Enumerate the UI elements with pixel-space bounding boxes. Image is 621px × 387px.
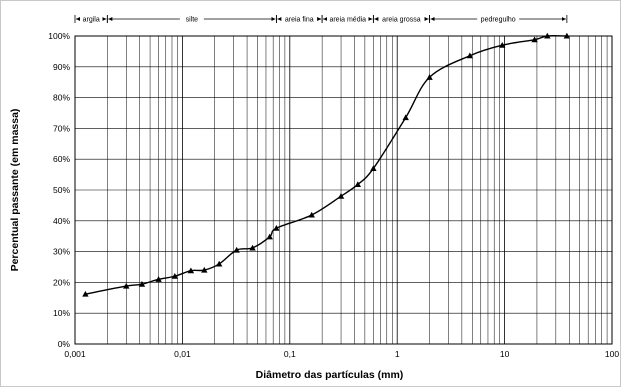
size-band-label: argila (83, 17, 100, 24)
y-tick-label: 80% (53, 93, 70, 103)
y-tick-label: 60% (53, 154, 70, 164)
data-point-triangle (563, 32, 571, 39)
y-tick-label: 90% (53, 62, 70, 72)
y-tick-label: 70% (53, 123, 70, 133)
x-axis-title: Diâmetro das partículas (mm) (256, 369, 404, 381)
data-point-triangle (123, 282, 130, 289)
data-point-triangle (82, 290, 89, 297)
data-point-triangle (273, 224, 280, 231)
data-point-triangle (155, 276, 162, 282)
y-axis-title: Percentual passante (em massa) (9, 109, 21, 272)
data-point-triangle (187, 267, 195, 274)
size-band-label: areia fina (285, 17, 314, 24)
x-tick-label: 1 (395, 349, 400, 359)
size-band-label: silte (186, 17, 199, 24)
size-band-label: areia média (329, 17, 366, 24)
x-tick-label: 10 (500, 349, 510, 359)
plot-border (74, 35, 613, 345)
y-tick-label: 40% (53, 216, 70, 226)
data-point-triangle (249, 244, 256, 251)
y-tick-label: 50% (53, 185, 70, 195)
data-point-triangle (531, 36, 538, 43)
size-band-label: pedregulho (481, 17, 516, 24)
data-point-triangle (402, 114, 409, 121)
x-tick-label: 0,1 (284, 349, 296, 359)
data-point-triangle (370, 165, 377, 171)
y-tick-label: 0% (58, 339, 71, 349)
y-tick-label: 10% (53, 308, 70, 318)
data-point-triangle (266, 233, 273, 240)
data-point-triangle (499, 42, 506, 48)
size-band-label: areia grossa (382, 17, 421, 24)
data-point-triangle (201, 266, 208, 273)
data-point-triangle (426, 74, 433, 80)
data-point-triangle (354, 181, 362, 188)
x-tick-label: 0,001 (64, 349, 86, 359)
x-tick-label: 100 (605, 349, 619, 359)
y-tick-label: 20% (53, 277, 70, 287)
data-point-triangle (138, 281, 146, 287)
data-point-triangle (466, 52, 474, 59)
y-tick-label: 30% (53, 247, 70, 257)
data-point-triangle (337, 192, 345, 199)
data-point-triangle (171, 273, 179, 279)
data-point-triangle (215, 260, 223, 267)
data-point-triangle (308, 211, 315, 218)
y-tick-label: 100% (48, 31, 70, 41)
data-point-triangle (544, 32, 551, 39)
data-point-triangle (233, 246, 240, 253)
x-tick-label: 0,01 (174, 349, 191, 359)
